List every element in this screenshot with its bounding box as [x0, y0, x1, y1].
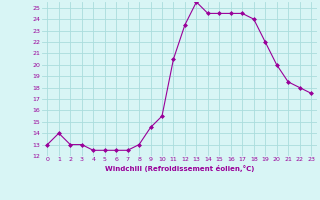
X-axis label: Windchill (Refroidissement éolien,°C): Windchill (Refroidissement éolien,°C) [105, 165, 254, 172]
